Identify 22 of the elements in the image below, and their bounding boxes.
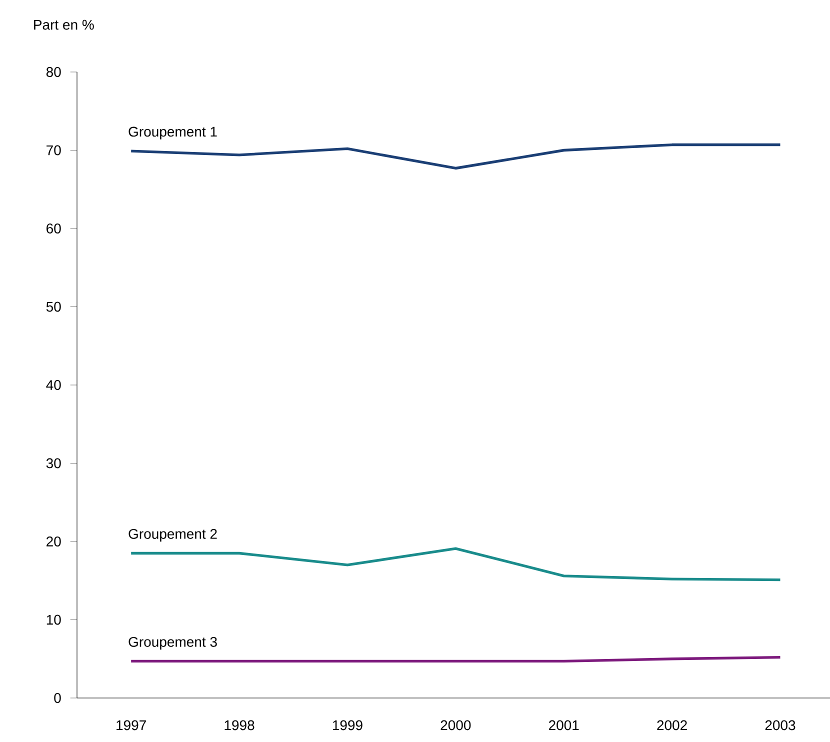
y-tick-label: 80 — [46, 67, 61, 77]
line-series — [130, 547, 782, 582]
x-tick-label: 1999 — [332, 720, 362, 730]
x-tick-label: 2002 — [657, 720, 687, 730]
x-tick-label: 1997 — [116, 720, 146, 730]
y-tick-label: 20 — [46, 536, 61, 546]
x-tick-label: 2001 — [548, 720, 579, 730]
series-label: Groupement 3 — [128, 636, 217, 650]
y-tick-label: 40 — [46, 380, 61, 390]
series-label: Groupement 1 — [128, 126, 217, 140]
y-tick-label: 0 — [54, 693, 61, 703]
y-tick-label: 50 — [46, 302, 61, 312]
x-tick-label: 2000 — [440, 720, 471, 730]
y-axis-title: Part en % — [34, 20, 94, 30]
y-tick-label: 60 — [46, 224, 61, 234]
x-tick-label: 2003 — [765, 720, 796, 730]
line-series — [130, 143, 782, 170]
x-tick-label: 1998 — [224, 720, 254, 730]
y-tick-label: 30 — [46, 458, 61, 468]
series-label: Groupement 2 — [128, 528, 217, 542]
y-tick-label: 70 — [46, 145, 61, 156]
y-tick-label: 10 — [46, 614, 61, 625]
